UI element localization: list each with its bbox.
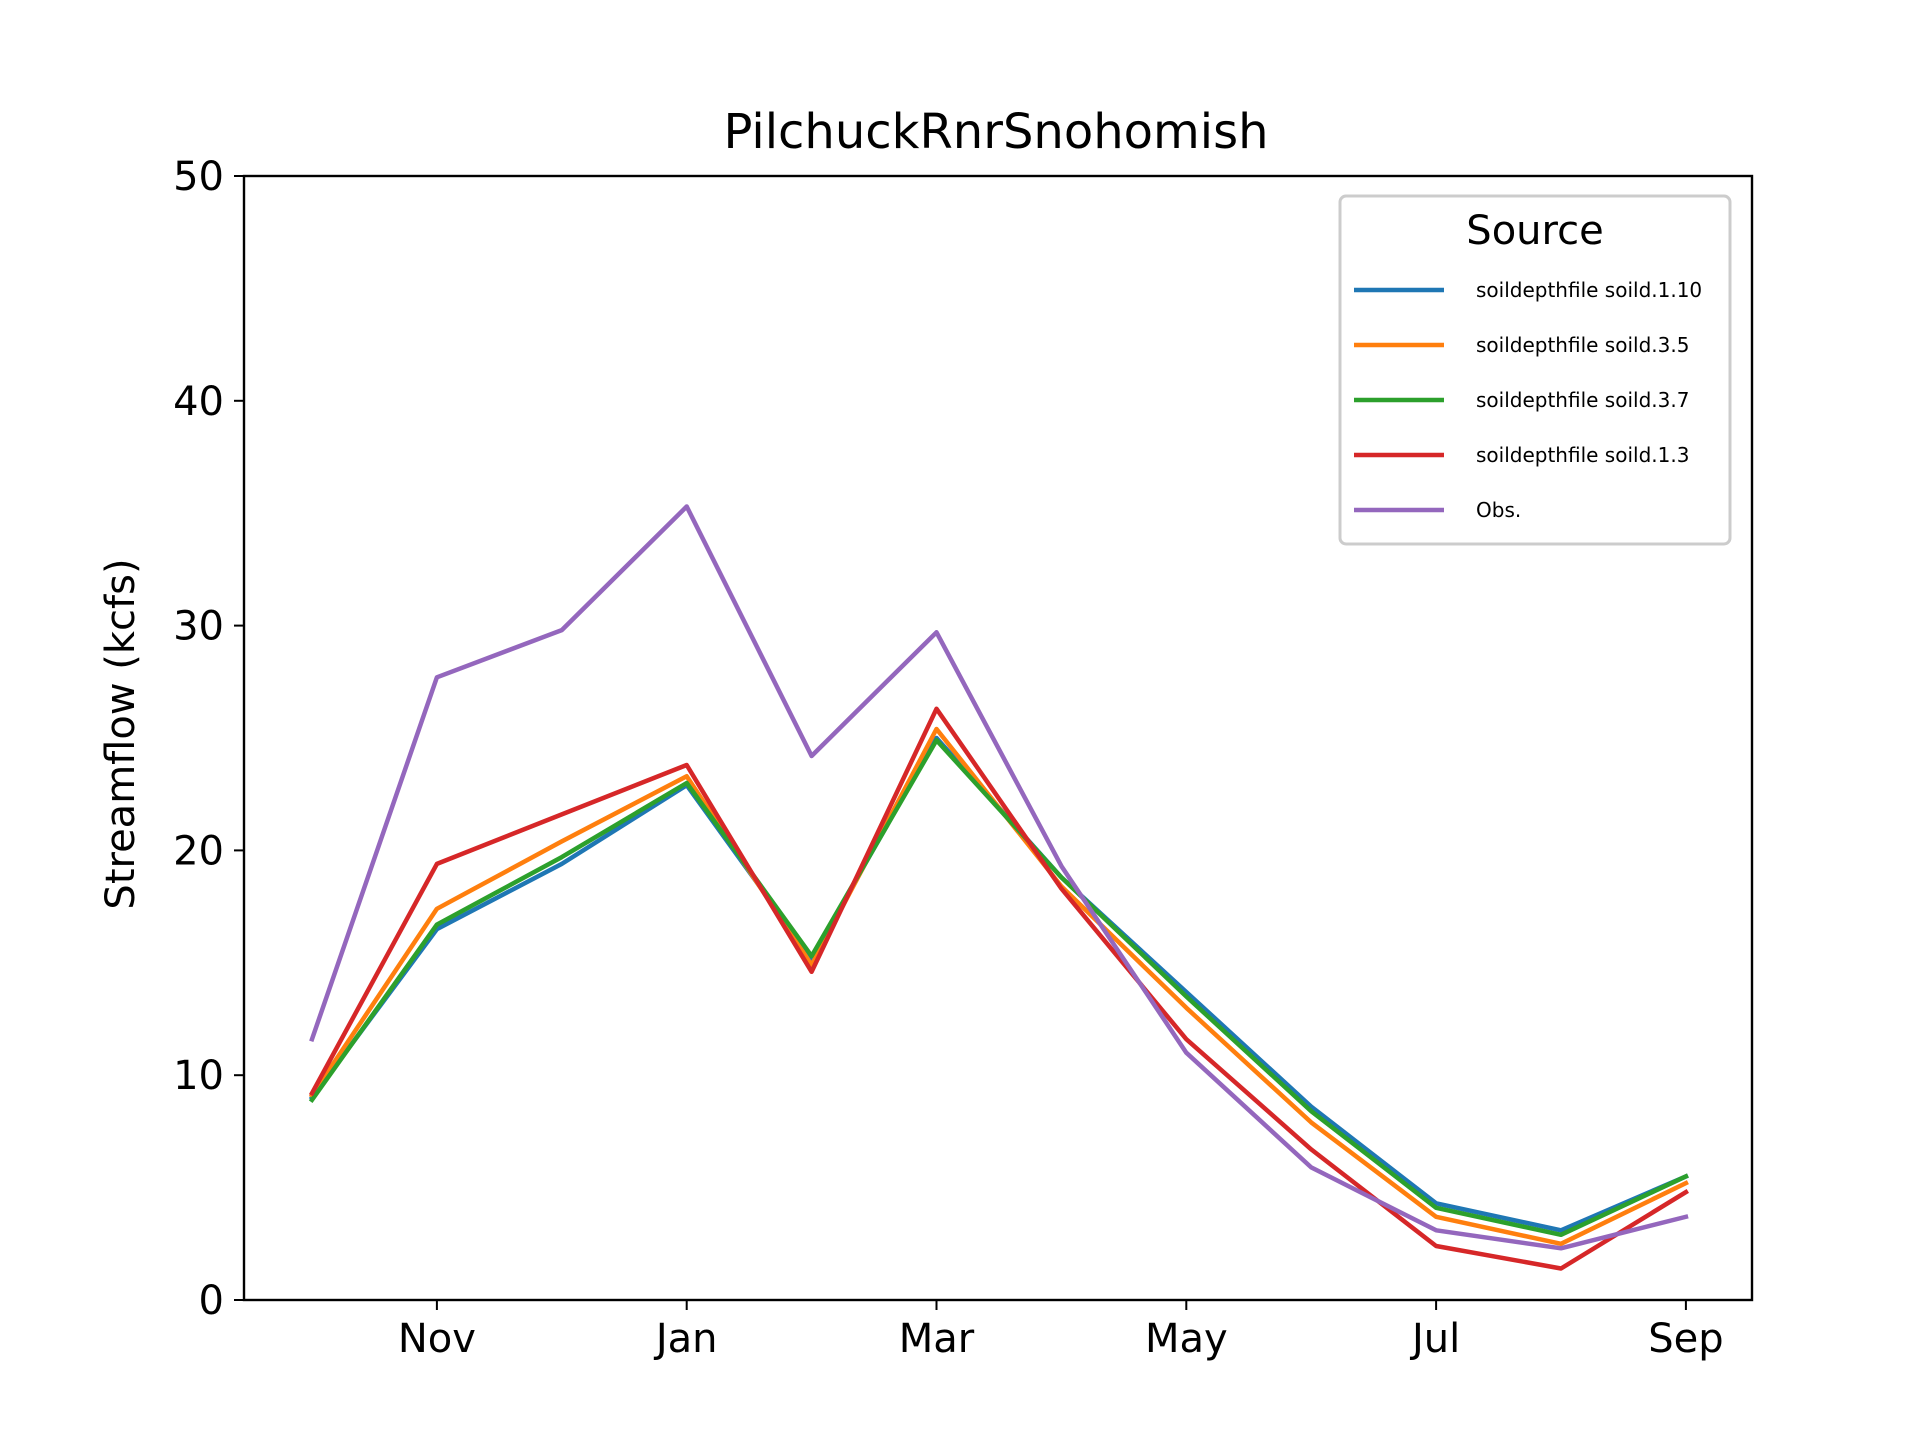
series-line — [308, 706, 1689, 1271]
y-tick-label: 30 — [173, 604, 224, 650]
legend: Source soildepthfile soild.1.10soildepth… — [1338, 194, 1732, 546]
series-line — [309, 504, 1689, 1251]
legend-title: Source — [1466, 208, 1603, 254]
y-axis: 0 10 20 30 40 50 — [173, 154, 244, 1324]
legend-label: soildepthfile soild.3.5 — [1476, 333, 1689, 357]
legend-label: soildepthfile soild.1.3 — [1476, 443, 1689, 467]
series-lines — [308, 504, 1689, 1271]
y-tick-label: 50 — [173, 154, 224, 200]
y-axis-title: Streamflow (kcfs) — [98, 558, 144, 909]
y-tick-label: 40 — [173, 379, 224, 425]
legend-items: soildepthfile soild.1.10 soildepthfile so… — [1354, 278, 1702, 522]
x-tick-label: Jan — [653, 1316, 718, 1362]
y-tick-label: 0 — [199, 1278, 224, 1324]
y-tick-label: 20 — [173, 828, 224, 874]
x-tick-label: Mar — [899, 1316, 975, 1362]
legend-label: soildepthfile soild.1.10 — [1476, 278, 1702, 302]
x-tick-label: Nov — [398, 1316, 476, 1362]
x-tick-label: Sep — [1648, 1316, 1723, 1362]
chart-title: PilchuckRnrSnohomish — [723, 104, 1268, 160]
legend-label: Obs. — [1476, 498, 1521, 522]
legend-label: soildepthfile soild.3.7 — [1476, 388, 1689, 412]
plot-frame — [242, 174, 1754, 1302]
x-tick-label: May — [1145, 1316, 1228, 1362]
y-tick-label: 10 — [173, 1053, 224, 1099]
series-line — [308, 737, 1689, 1238]
x-axis: Nov Jan Mar May Jul Sep — [398, 1300, 1724, 1362]
x-tick-label: Jul — [1409, 1316, 1460, 1362]
